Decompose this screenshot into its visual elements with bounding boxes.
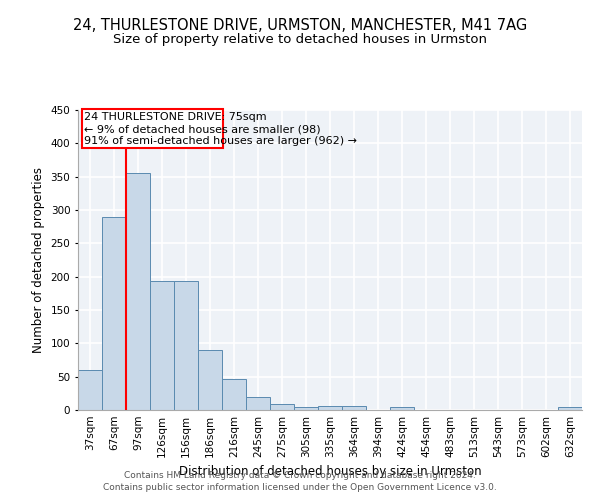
Bar bbox=[390, 406, 414, 410]
Bar bbox=[102, 216, 126, 410]
FancyBboxPatch shape bbox=[82, 110, 223, 148]
Bar bbox=[126, 174, 150, 410]
Bar bbox=[558, 406, 582, 410]
X-axis label: Distribution of detached houses by size in Urmston: Distribution of detached houses by size … bbox=[179, 466, 481, 478]
Text: 24 THURLESTONE DRIVE: 75sqm: 24 THURLESTONE DRIVE: 75sqm bbox=[85, 112, 267, 122]
Bar bbox=[294, 406, 318, 410]
Bar bbox=[198, 350, 222, 410]
Bar bbox=[150, 282, 174, 410]
Bar bbox=[174, 282, 198, 410]
Bar bbox=[222, 378, 246, 410]
Bar bbox=[78, 370, 102, 410]
Text: ← 9% of detached houses are smaller (98): ← 9% of detached houses are smaller (98) bbox=[85, 124, 321, 134]
Bar bbox=[270, 404, 294, 410]
Text: 24, THURLESTONE DRIVE, URMSTON, MANCHESTER, M41 7AG: 24, THURLESTONE DRIVE, URMSTON, MANCHEST… bbox=[73, 18, 527, 32]
Text: Contains HM Land Registry data © Crown copyright and database right 2024.
Contai: Contains HM Land Registry data © Crown c… bbox=[103, 471, 497, 492]
Bar bbox=[342, 406, 366, 410]
Text: Size of property relative to detached houses in Urmston: Size of property relative to detached ho… bbox=[113, 32, 487, 46]
Y-axis label: Number of detached properties: Number of detached properties bbox=[32, 167, 45, 353]
Bar bbox=[318, 406, 342, 410]
Bar bbox=[246, 396, 270, 410]
Text: 91% of semi-detached houses are larger (962) →: 91% of semi-detached houses are larger (… bbox=[85, 136, 358, 146]
